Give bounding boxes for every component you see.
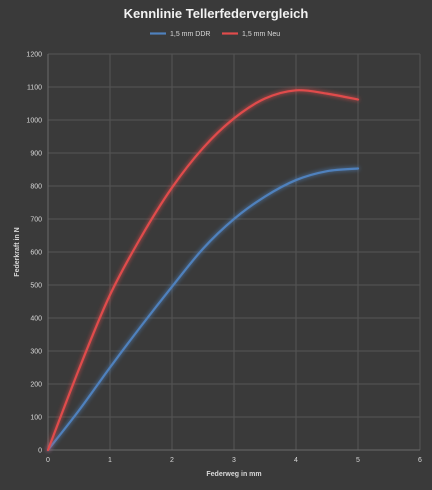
y-tick-label: 1000 xyxy=(26,118,42,125)
series-layer xyxy=(46,89,360,452)
grid xyxy=(48,53,421,450)
legend-label: 1,5 mm DDR xyxy=(170,31,210,38)
y-tick-label: 500 xyxy=(30,283,42,290)
x-tick-label: 0 xyxy=(46,457,50,464)
y-tick-label: 100 xyxy=(30,415,42,422)
x-tick-label: 1 xyxy=(108,457,112,464)
y-tick-label: 700 xyxy=(30,217,42,224)
y-tick-label: 200 xyxy=(30,382,42,389)
series-1 xyxy=(46,89,360,452)
legend-label: 1,5 mm Neu xyxy=(242,31,280,38)
y-tick-label: 900 xyxy=(30,151,42,158)
y-tick-label: 400 xyxy=(30,316,42,323)
x-axis-title: Federweg in mm xyxy=(206,471,261,478)
y-tick-label: 0 xyxy=(38,448,42,455)
chart-title: Kennlinie Tellerfedervergleich xyxy=(124,6,309,21)
y-tick-label: 1200 xyxy=(26,52,42,59)
legend: 1,5 mm DDR 1,5 mm Neu xyxy=(150,31,280,38)
y-axis-title: Federkraft in N xyxy=(14,227,21,276)
x-tick-label: 2 xyxy=(170,457,174,464)
x-tick-label: 5 xyxy=(356,457,360,464)
y-tick-label: 600 xyxy=(30,250,42,257)
series-line xyxy=(46,89,360,452)
x-tick-label: 6 xyxy=(418,457,422,464)
legend-item: 1,5 mm DDR xyxy=(150,31,210,38)
series-0 xyxy=(46,167,360,452)
axes: 0 100 200 300 400 500 600 700 800 900 1000 1100 1200… xyxy=(26,52,422,465)
y-tick-label: 800 xyxy=(30,184,42,191)
series-line xyxy=(46,167,360,452)
y-tick-label: 1100 xyxy=(27,85,42,92)
x-tick-label: 3 xyxy=(232,457,236,464)
x-tick-label: 4 xyxy=(294,457,298,464)
y-tick-label: 300 xyxy=(30,349,42,356)
legend-item: 1,5 mm Neu xyxy=(222,31,280,38)
